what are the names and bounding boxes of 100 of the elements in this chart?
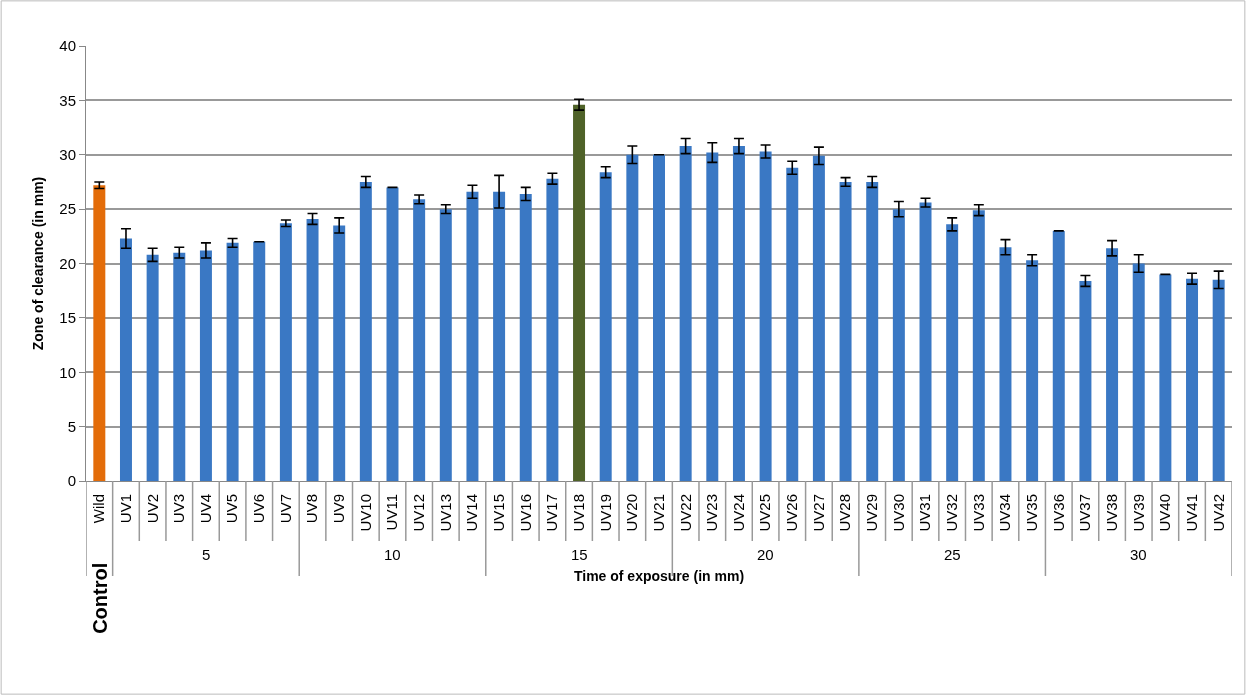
x-tick-label: UV10 bbox=[356, 494, 374, 532]
bar bbox=[626, 154, 639, 481]
y-tick-label: 5 bbox=[67, 417, 76, 435]
bar bbox=[653, 154, 665, 481]
bar bbox=[466, 191, 479, 481]
bar bbox=[1079, 280, 1092, 481]
bar bbox=[253, 241, 266, 481]
x-tick-label: UV22 bbox=[676, 494, 694, 532]
bar bbox=[1159, 274, 1172, 481]
bar bbox=[839, 181, 852, 481]
bar bbox=[599, 172, 612, 481]
bar bbox=[892, 209, 905, 481]
x-tick-label: UV36 bbox=[1049, 494, 1067, 532]
y-tick-label: 40 bbox=[59, 37, 76, 55]
bar bbox=[1212, 279, 1225, 481]
x-tick-label: UV38 bbox=[1102, 494, 1120, 532]
bar bbox=[866, 181, 879, 481]
bar bbox=[333, 225, 346, 481]
bar bbox=[519, 193, 532, 481]
x-tick-label: UV25 bbox=[756, 494, 774, 532]
bar bbox=[413, 199, 426, 481]
bar bbox=[546, 178, 559, 481]
y-tick-label: 30 bbox=[59, 146, 76, 163]
text: 25 bbox=[944, 546, 961, 563]
bar bbox=[1186, 278, 1199, 481]
y-axis-title: Zone of clearance (in mm) bbox=[29, 176, 46, 351]
bar bbox=[226, 242, 239, 481]
x-tick-label: UV13 bbox=[436, 494, 454, 532]
text: 30 bbox=[1130, 546, 1147, 563]
x-tick-label: UV29 bbox=[863, 494, 881, 532]
x-tick-label: UV27 bbox=[809, 494, 827, 532]
x-tick-label: UV19 bbox=[596, 494, 614, 532]
x-tick-label: UV1 bbox=[116, 494, 134, 524]
x-tick-label: UV30 bbox=[889, 494, 907, 532]
bar bbox=[972, 210, 985, 481]
bar bbox=[759, 151, 772, 481]
bar bbox=[359, 181, 372, 481]
x-tick-label: UV8 bbox=[303, 494, 321, 524]
x-tick-label: UV12 bbox=[410, 494, 428, 532]
bar bbox=[119, 238, 132, 481]
x-tick-label: UV7 bbox=[276, 494, 294, 524]
y-tick-label: 25 bbox=[59, 200, 76, 218]
x-tick-label: UV28 bbox=[836, 494, 854, 532]
bar bbox=[1052, 230, 1065, 481]
bar bbox=[1106, 248, 1119, 481]
y-tick-label: 0 bbox=[67, 472, 76, 490]
bar bbox=[199, 250, 212, 481]
bar bbox=[919, 202, 932, 481]
text: Control bbox=[88, 562, 111, 634]
bar bbox=[306, 218, 319, 481]
x-tick-label: UV32 bbox=[943, 494, 961, 532]
bar bbox=[146, 254, 159, 481]
x-axis-title: Time of exposure (in mm) bbox=[573, 567, 745, 584]
x-tick-label: UV6 bbox=[250, 494, 268, 524]
bar bbox=[1132, 263, 1145, 481]
x-tick-label: UV26 bbox=[783, 494, 801, 532]
x-tick-label: UV41 bbox=[1182, 494, 1200, 532]
x-tick-label: UV20 bbox=[623, 494, 641, 532]
x-tick-label: UV24 bbox=[729, 494, 747, 532]
y-tick-label: 10 bbox=[59, 363, 76, 381]
bar bbox=[93, 185, 106, 481]
text: 15 bbox=[571, 546, 588, 563]
x-tick-label: UV11 bbox=[383, 494, 401, 531]
x-tick-label: UV3 bbox=[170, 494, 188, 524]
bar bbox=[999, 247, 1012, 481]
bar bbox=[279, 223, 292, 481]
x-tick-label: UV39 bbox=[1129, 494, 1147, 532]
bar bbox=[1026, 260, 1039, 481]
x-tick-label: UV31 bbox=[916, 494, 934, 532]
y-tick-label: 35 bbox=[59, 91, 76, 109]
text: 20 bbox=[757, 546, 774, 563]
x-tick-label: UV35 bbox=[1022, 494, 1040, 532]
bar bbox=[386, 187, 399, 481]
bar bbox=[786, 167, 799, 481]
x-tick-label: UV23 bbox=[703, 494, 721, 532]
x-tick-label: UV42 bbox=[1209, 494, 1227, 532]
x-tick-label: UV18 bbox=[569, 494, 587, 532]
x-tick-label: UV16 bbox=[516, 494, 534, 532]
x-tick-label: UV33 bbox=[969, 494, 987, 532]
x-tick-label: UV40 bbox=[1156, 494, 1174, 532]
bar bbox=[439, 209, 452, 481]
x-tick-label: Wild bbox=[90, 494, 108, 524]
bar bbox=[679, 146, 692, 481]
y-tick-label: 20 bbox=[59, 254, 76, 272]
x-tick-label: UV17 bbox=[543, 494, 561, 532]
x-tick-label: UV15 bbox=[489, 494, 507, 532]
bar bbox=[946, 224, 959, 481]
y-tick-label: 15 bbox=[59, 309, 76, 327]
x-tick-label: UV4 bbox=[196, 494, 214, 524]
bar bbox=[493, 191, 506, 481]
x-tick-label: UV2 bbox=[143, 494, 161, 524]
bar bbox=[812, 155, 825, 481]
text: 10 bbox=[384, 546, 401, 563]
x-tick-label: UV5 bbox=[223, 494, 241, 524]
x-tick-label: UV34 bbox=[996, 494, 1014, 532]
x-tick-label: UV9 bbox=[330, 494, 348, 524]
bar bbox=[173, 252, 186, 481]
bar bbox=[732, 146, 745, 481]
bar bbox=[706, 152, 719, 481]
x-tick-label: UV37 bbox=[1076, 494, 1094, 532]
